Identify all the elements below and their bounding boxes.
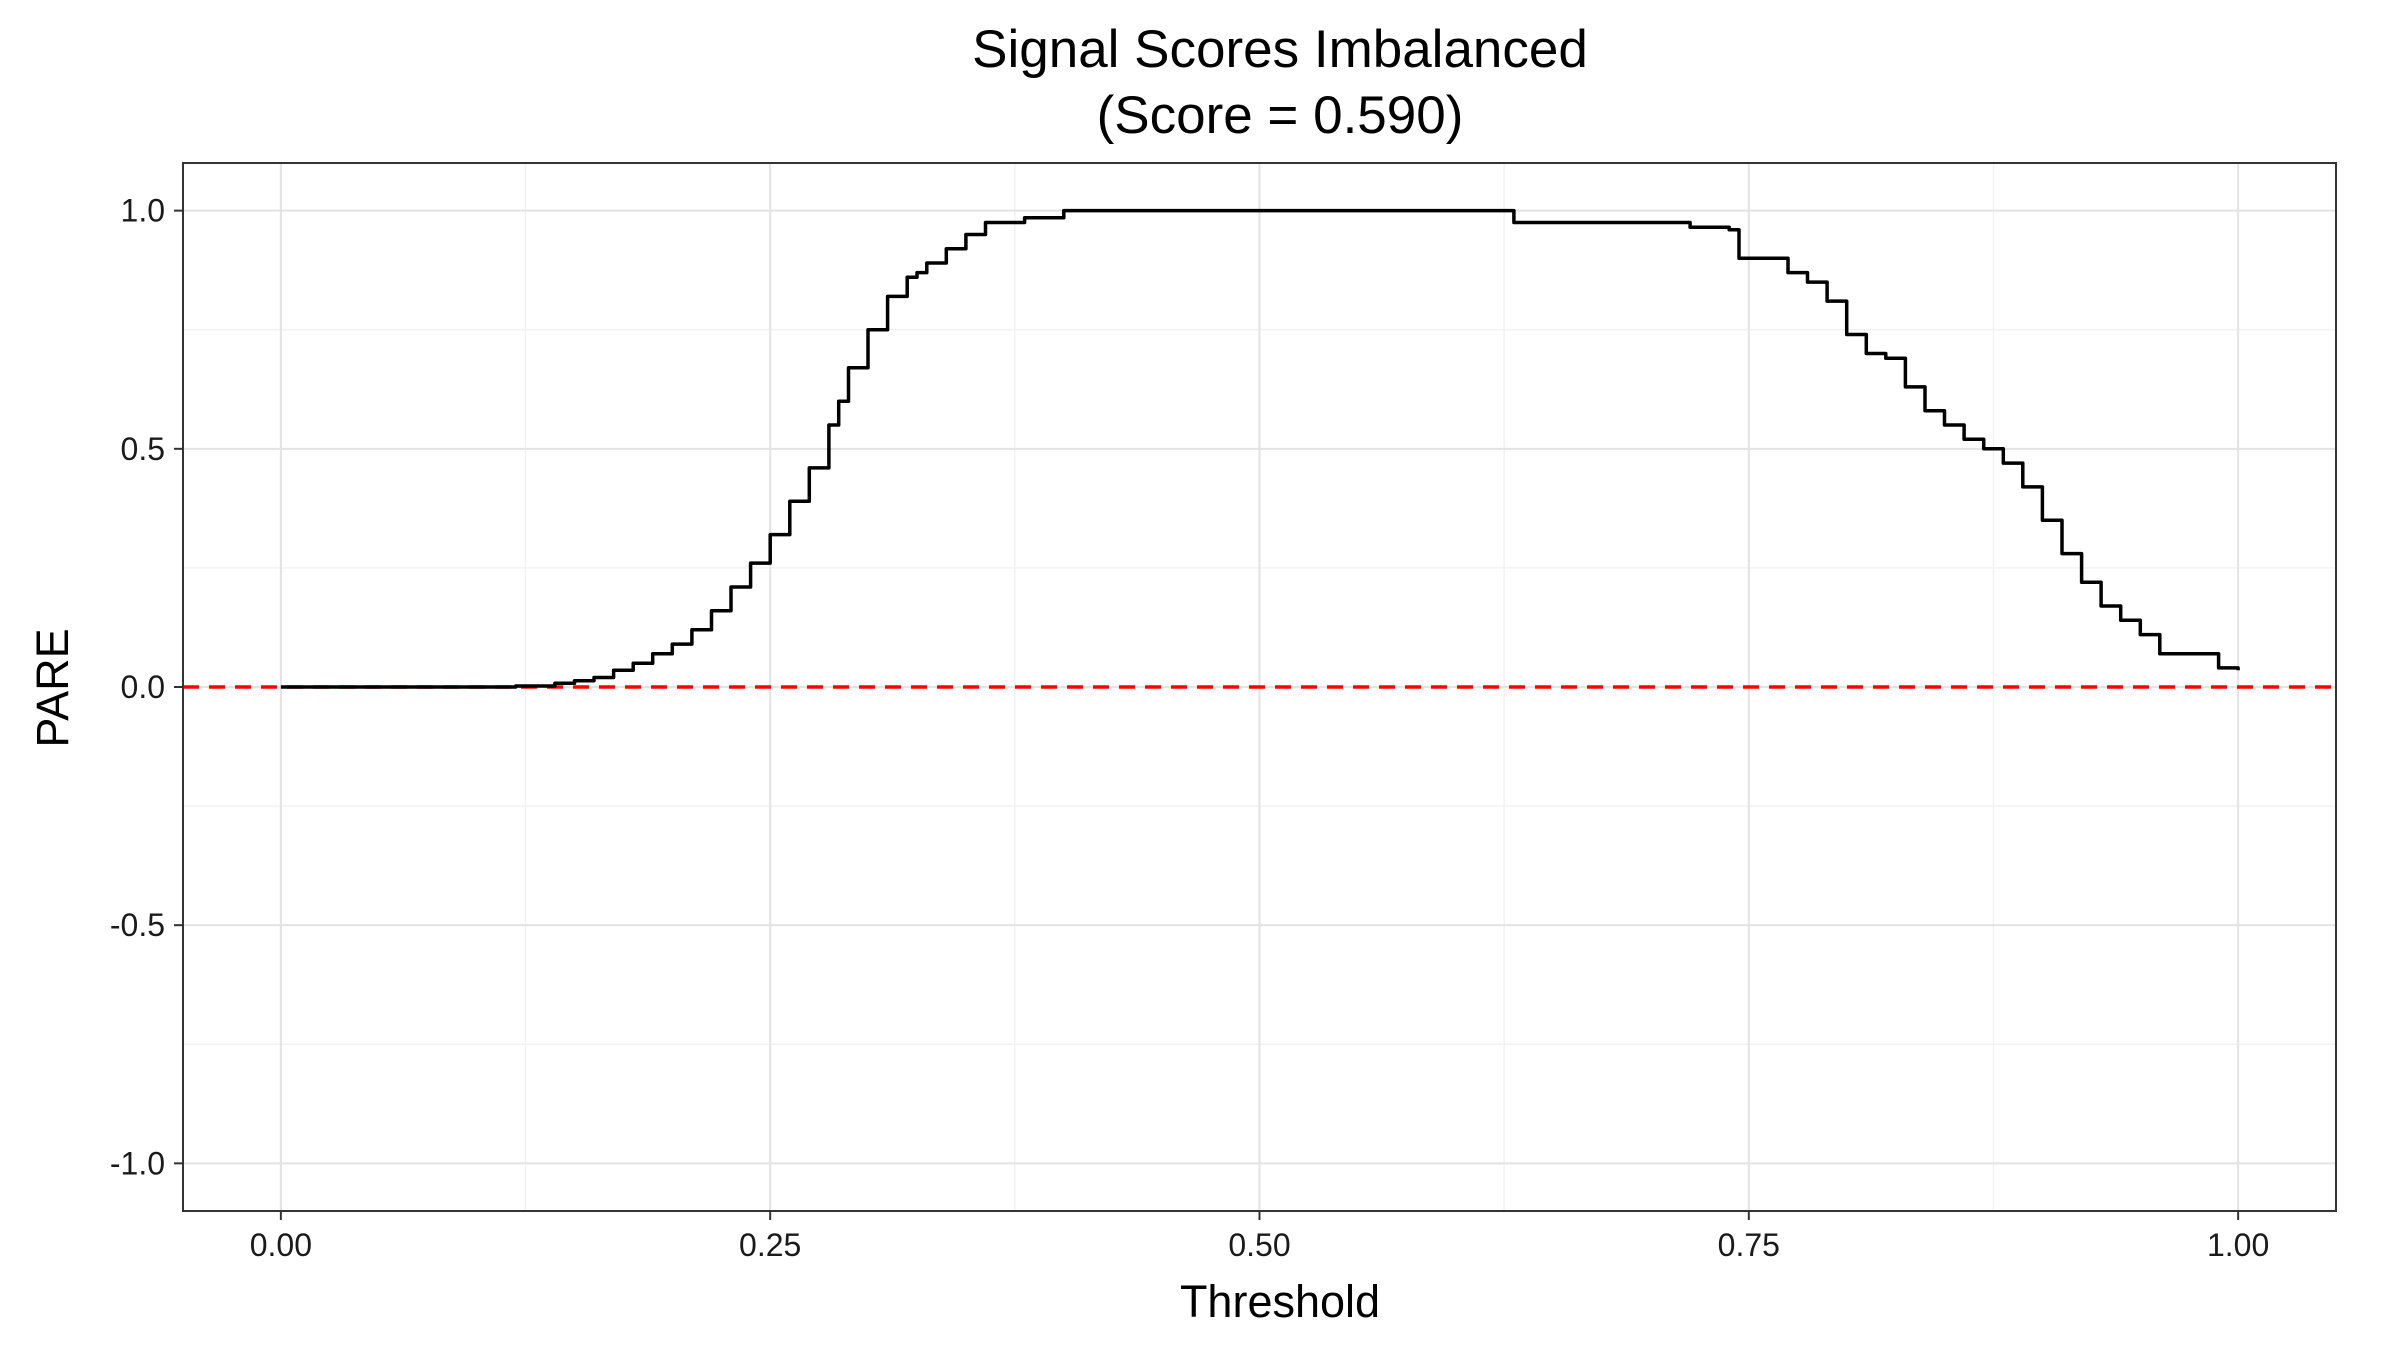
- x-tick-label: 0.00: [250, 1227, 312, 1263]
- y-tick-label: 0.0: [121, 669, 165, 705]
- series-line: [280, 208, 2240, 689]
- x-tick-label: 0.75: [1718, 1227, 1780, 1263]
- x-tick-label: 1.00: [2207, 1227, 2269, 1263]
- chart-subtitle: (Score = 0.590): [1097, 86, 1464, 145]
- x-axis-ticks: 0.00 0.25 0.50 0.75 1.00: [250, 1211, 2269, 1263]
- y-tick-label: -0.5: [110, 907, 165, 943]
- x-axis-label: Threshold: [1180, 1276, 1380, 1327]
- y-tick-label: 0.5: [121, 431, 165, 467]
- chart-title: Signal Scores Imbalanced: [972, 20, 1588, 79]
- y-tick-label: -1.0: [110, 1145, 165, 1181]
- series-layer: [280, 208, 2240, 689]
- x-tick-label: 0.50: [1228, 1227, 1290, 1263]
- y-axis-label: PARE: [27, 628, 78, 747]
- x-tick-label: 0.25: [739, 1227, 801, 1263]
- y-tick-label: 1.0: [121, 193, 165, 229]
- y-axis-ticks: -1.0 -0.5 0.0 0.5 1.0: [110, 193, 183, 1181]
